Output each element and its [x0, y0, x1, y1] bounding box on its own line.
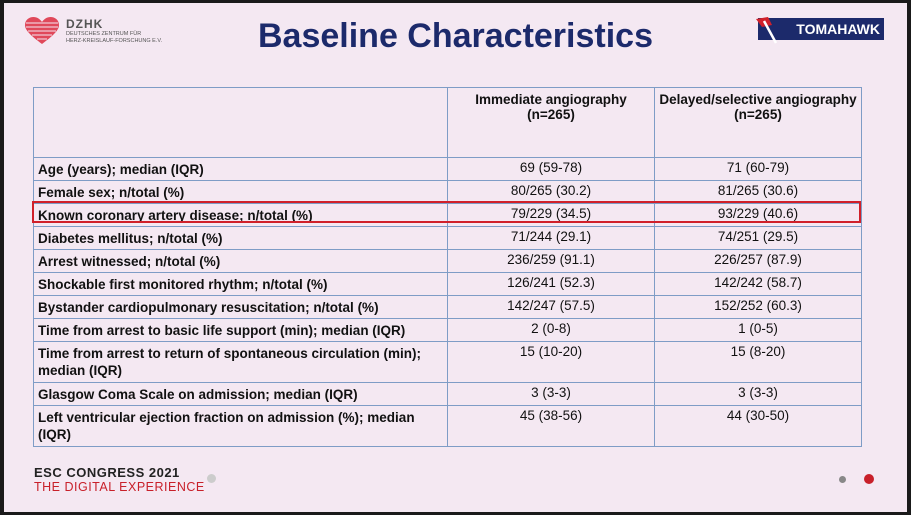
cell-value: 71 (60-79) — [654, 157, 862, 181]
column-header: Delayed/selective angiography (n=265) — [654, 87, 862, 158]
cell-value: 226/257 (87.9) — [654, 249, 862, 273]
slide: DZHK DEUTSCHES ZENTRUM FÜR HERZ-KREISLAU… — [4, 3, 907, 512]
logo-name: DZHK — [66, 17, 104, 31]
column-n: (n=265) — [527, 107, 575, 122]
table: Immediate angiography (n=265) Delayed/sele… — [33, 87, 862, 447]
row-label: Female sex; n/total (%) — [33, 180, 448, 204]
column-name: Immediate angiography — [475, 92, 627, 107]
cell-value: 44 (30-50) — [654, 405, 862, 447]
cell-value: 15 (8-20) — [654, 341, 862, 383]
cell-value: 236/259 (91.1) — [447, 249, 655, 273]
cell-value: 93/229 (40.6) — [654, 203, 862, 227]
table-row: Left ventricular ejection fraction on ad… — [33, 405, 862, 447]
cell-value: 152/252 (60.3) — [654, 295, 862, 319]
dzhk-logo: DZHK DEUTSCHES ZENTRUM FÜR HERZ-KREISLAU… — [24, 17, 162, 45]
column-name: Delayed/selective angiography — [659, 92, 857, 107]
nav-dot — [839, 476, 846, 483]
logo-text: TOMAHAWK — [796, 21, 880, 37]
table-row: Bystander cardiopulmonary resuscitation;… — [33, 295, 862, 319]
row-label: Known coronary artery disease; n/total (… — [33, 203, 448, 227]
row-label: Time from arrest to basic life support (… — [33, 318, 448, 342]
cell-value: 1 (0-5) — [654, 318, 862, 342]
table-row: Diabetes mellitus; n/total (%) 71/244 (29… — [33, 226, 862, 250]
table-row: Glasgow Coma Scale on admission; median … — [33, 382, 862, 406]
nav-dot — [207, 474, 216, 483]
tomahawk-icon — [756, 17, 778, 44]
logo-line: DEUTSCHES ZENTRUM FÜR — [66, 31, 142, 37]
cell-value: 142/242 (58.7) — [654, 272, 862, 296]
table-row: Known coronary artery disease; n/total (… — [33, 203, 862, 227]
header-row: Immediate angiography (n=265) Delayed/sele… — [33, 87, 862, 158]
table-row: Female sex; n/total (%) 80/265 (30.2) 81/2… — [33, 180, 862, 204]
table-row: Age (years); median (IQR) 69 (59-78) 71 (6… — [33, 157, 862, 181]
cell-value: 142/247 (57.5) — [447, 295, 655, 319]
row-label: Arrest witnessed; n/total (%) — [33, 249, 448, 273]
cell-value: 69 (59-78) — [447, 157, 655, 181]
corner-cell — [33, 87, 448, 158]
logo-line: HERZ-KREISLAUF-FORSCHUNG E.V. — [66, 38, 163, 44]
cell-value: 80/265 (30.2) — [447, 180, 655, 204]
table-row: Time from arrest to basic life support (… — [33, 318, 862, 342]
footer-subtitle: THE DIGITAL EXPERIENCE — [34, 480, 205, 494]
nav-dot — [864, 474, 874, 484]
cell-value: 71/244 (29.1) — [447, 226, 655, 250]
row-label: Age (years); median (IQR) — [33, 157, 448, 181]
footer-title: ESC CONGRESS 2021 — [34, 465, 180, 480]
footer: ESC CONGRESS 2021 THE DIGITAL EXPERIENCE — [34, 465, 205, 494]
table-row: Time from arrest to return of spontaneou… — [33, 341, 862, 383]
cell-value: 2 (0-8) — [447, 318, 655, 342]
row-label: Shockable first monitored rhythm; n/tota… — [33, 272, 448, 296]
cell-value: 15 (10-20) — [447, 341, 655, 383]
cell-value: 45 (38-56) — [447, 405, 655, 447]
row-label: Glasgow Coma Scale on admission; median … — [33, 382, 448, 406]
table-row: Arrest witnessed; n/total (%) 236/259 (91… — [33, 249, 862, 273]
cell-value: 79/229 (34.5) — [447, 203, 655, 227]
row-label: Left ventricular ejection fraction on ad… — [33, 405, 448, 447]
row-label: Bystander cardiopulmonary resuscitation;… — [33, 295, 448, 319]
row-label: Time from arrest to return of spontaneou… — [33, 341, 448, 383]
heart-icon — [25, 17, 59, 44]
table-body: Age (years); median (IQR) 69 (59-78) 71 (6… — [33, 157, 862, 447]
slide-title: Baseline Characteristics — [258, 17, 653, 55]
row-label: Diabetes mellitus; n/total (%) — [33, 226, 448, 250]
column-header: Immediate angiography (n=265) — [447, 87, 655, 158]
cell-value: 3 (3-3) — [447, 382, 655, 406]
tomahawk-logo: TOMAHAWK — [756, 17, 884, 44]
table-row: Shockable first monitored rhythm; n/tota… — [33, 272, 862, 296]
column-n: (n=265) — [734, 107, 782, 122]
cell-value: 81/265 (30.6) — [654, 180, 862, 204]
cell-value: 126/241 (52.3) — [447, 272, 655, 296]
cell-value: 74/251 (29.5) — [654, 226, 862, 250]
cell-value: 3 (3-3) — [654, 382, 862, 406]
